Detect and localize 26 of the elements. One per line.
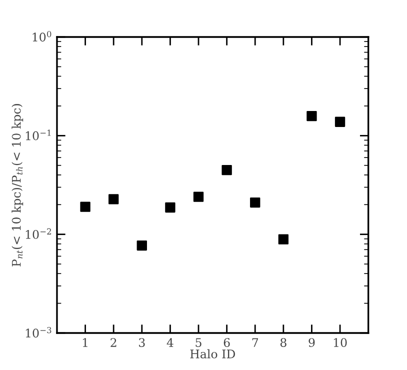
x-tick-label: 4 [166, 338, 174, 347]
x-axis-title: Halo ID [190, 349, 236, 358]
point [136, 240, 147, 251]
x-tick-label: 7 [252, 338, 258, 347]
point [250, 197, 260, 208]
point [165, 202, 176, 213]
x-tick-label: 5 [196, 338, 202, 347]
x-tick-label: 9 [308, 338, 315, 347]
point [278, 234, 289, 244]
x-tick-label: 1 [82, 338, 88, 347]
point [306, 110, 317, 122]
x-tick-label: 8 [280, 338, 286, 347]
x-tick-label: 3 [139, 338, 145, 347]
point [80, 202, 90, 212]
y-tick-label: 10$^{0}$ [32, 30, 52, 42]
x-tick-label: 10 [334, 338, 347, 347]
x-tick-label: 2 [110, 338, 116, 347]
y-tick-label: 10$^{−3}$ [26, 326, 52, 338]
point [193, 192, 204, 202]
y-tick-label: 10$^{−2}$ [26, 228, 51, 239]
y-tick-label: 10$^{−1}$ [26, 130, 51, 140]
point [222, 164, 232, 176]
point [334, 116, 346, 127]
y-axis-title: P$_{nt}$(< 10 kpc)/P$_{th}$(< 10 kpc) [12, 104, 24, 266]
x-tick-label: 6 [224, 338, 230, 347]
point [108, 194, 119, 204]
